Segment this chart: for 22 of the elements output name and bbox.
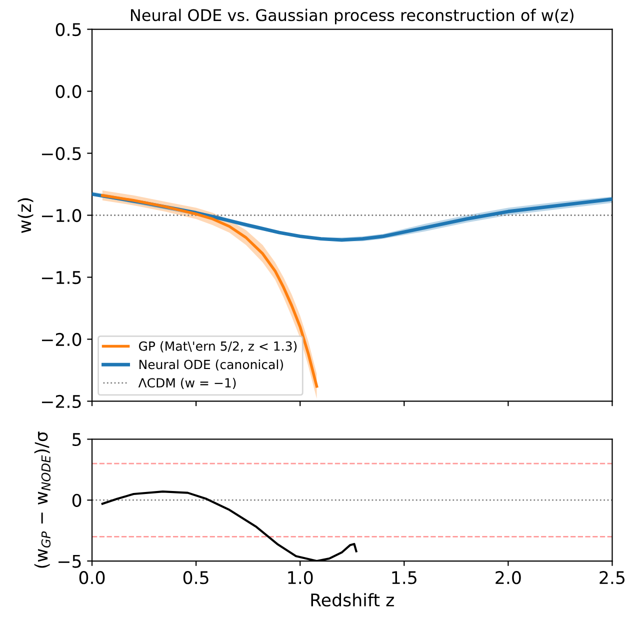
y-tick-label: 5: [72, 433, 81, 446]
legend-label: GP (Mat\'ern 5/2, z < 1.3): [138, 341, 297, 352]
y-tick-label: 0: [72, 494, 82, 507]
x-axis-title: Redshift z: [311, 593, 394, 607]
legend-label: ΛCDM (w = −1): [138, 378, 236, 390]
y-tick-label: −2.0: [42, 332, 82, 346]
x-tick-label: 2.5: [600, 571, 625, 584]
y-tick-label: −1.0: [42, 208, 82, 222]
x-tick-label: 2.0: [496, 571, 521, 584]
y-tick-label: −0.5: [42, 146, 81, 160]
y-tick-label: −5: [58, 554, 81, 568]
y-axis-title: w(z): [18, 198, 34, 233]
chart-title: Neural ODE vs. Gaussian process reconstruction of w(z): [131, 8, 574, 24]
y-axis-title: (w$_{GP}$ − w$_{NODE}$)/σ: [34, 432, 51, 568]
x-tick-label: 0.5: [183, 571, 208, 584]
x-tick-label: 1.0: [288, 571, 313, 584]
y-tick-label: 0.5: [56, 22, 81, 36]
x-tick-label: 1.5: [392, 571, 416, 584]
legend-label: Neural ODE (canonical): [140, 360, 283, 371]
y-tick-label: 0.0: [56, 84, 82, 98]
y-tick-label: −1.5: [42, 271, 81, 284]
y-tick-label: −2.5: [42, 394, 81, 408]
